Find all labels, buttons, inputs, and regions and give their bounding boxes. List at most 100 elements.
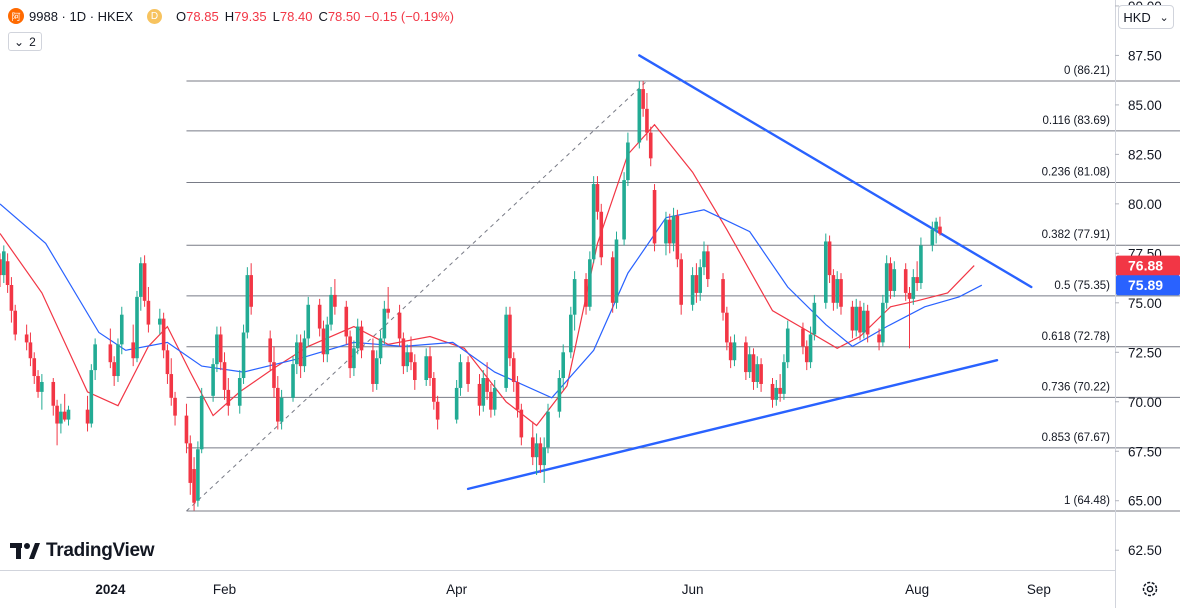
candle-body	[62, 411, 67, 420]
candle-body	[858, 306, 862, 333]
candle-body	[226, 389, 231, 406]
candle-body	[690, 275, 695, 305]
indicator-count: 2	[29, 34, 36, 49]
y-tick-label: 72.50	[1128, 345, 1162, 360]
candle-body	[679, 259, 683, 305]
candle-body	[561, 352, 566, 379]
candle-body	[648, 132, 653, 159]
candle-body	[694, 275, 699, 293]
y-tick-label: 62.50	[1128, 543, 1162, 558]
open-value: 78.85	[186, 8, 219, 24]
x-tick-label: Jun	[682, 582, 704, 597]
fib-level-label: 0.5 (75.35)	[1054, 280, 1110, 292]
candle-body	[241, 332, 246, 379]
candle-body	[652, 190, 657, 244]
candle-body	[359, 326, 364, 351]
candle-body	[454, 387, 459, 420]
candle-body	[751, 354, 756, 382]
fib-level-label: 0.116 (83.69)	[1042, 115, 1110, 127]
candle-body	[862, 310, 866, 333]
candle-body	[32, 358, 37, 377]
tradingview-logo: TradingView	[10, 540, 155, 562]
candle-body	[930, 229, 935, 246]
price-label-text: 76.88	[1128, 258, 1163, 274]
candle-body	[721, 279, 725, 313]
candle-body	[812, 302, 817, 335]
candle-body	[542, 447, 546, 466]
candle-body	[24, 334, 29, 343]
candle-body	[89, 370, 94, 424]
fib-level-label: 0.618 (72.78)	[1042, 331, 1111, 343]
tradingview-logo-icon	[10, 543, 40, 559]
x-tick-label: 2024	[95, 582, 126, 597]
fib-level-label: 0.736 (70.22)	[1042, 381, 1111, 393]
candle-body	[626, 142, 630, 181]
candle-body	[888, 263, 893, 291]
y-tick-label: 87.50	[1128, 48, 1162, 63]
candle-body	[911, 277, 916, 299]
x-tick-label: Apr	[446, 582, 468, 597]
candle-body	[519, 409, 524, 438]
close-label: C	[318, 8, 328, 24]
fib-level-label: 0.236 (81.08)	[1042, 166, 1111, 178]
candle-body	[622, 180, 626, 240]
price-label-badge	[1116, 255, 1180, 276]
candle-body	[325, 324, 330, 355]
candle-body	[36, 376, 40, 392]
candle-body	[645, 108, 649, 133]
candle-body	[839, 279, 843, 307]
candle-body	[489, 391, 493, 410]
candle-body	[667, 219, 672, 244]
candle-body	[139, 263, 143, 297]
fib-trend-line	[186, 80, 648, 512]
candle-body	[504, 314, 508, 388]
candle-body	[725, 312, 729, 343]
candle-body	[28, 342, 33, 359]
candle-body	[412, 362, 417, 380]
moving-average-line	[0, 123, 975, 427]
fib-level-label: 1 (64.48)	[1064, 495, 1110, 507]
candle-body	[477, 383, 482, 406]
symbol-legend[interactable]: 阿 9988 · 1D · HKEX D O 78.85 H 79.35 L 7…	[8, 6, 458, 26]
y-tick-label: 80.00	[1128, 197, 1162, 212]
candle-body	[85, 409, 90, 424]
candle-body	[245, 275, 250, 333]
settings-gear-icon[interactable]	[1141, 580, 1159, 598]
candle-body	[572, 279, 577, 315]
chevron-down-icon: ⌄	[14, 34, 25, 49]
candle-body	[584, 279, 588, 307]
trendlines[interactable]	[466, 54, 1033, 491]
low-value: 78.40	[279, 8, 313, 24]
candle-body	[184, 415, 189, 444]
candle-body	[93, 344, 97, 371]
candle-body	[298, 342, 303, 367]
candle-body	[591, 184, 596, 260]
candle-body	[40, 381, 44, 392]
candle-body	[854, 306, 859, 331]
candle-body	[823, 241, 828, 303]
candle-body	[199, 395, 204, 450]
candle-body	[401, 338, 406, 367]
candle-body	[424, 356, 429, 380]
close-value: 78.50	[327, 8, 361, 24]
currency-selector[interactable]: HKD ⌄	[1118, 5, 1174, 29]
candle-body	[534, 443, 539, 458]
fibonacci-retracement[interactable]: 0 (86.21) 0.116 (83.69) 0.236 (81.08) 0.382…	[186, 65, 1180, 512]
currency-label: HKD	[1123, 9, 1151, 25]
delayed-data-badge[interactable]: D	[147, 8, 163, 24]
candle-body	[161, 318, 166, 351]
candle-body	[538, 443, 543, 466]
y-tick-label: 70.00	[1128, 395, 1162, 410]
candle-body	[599, 211, 604, 258]
candle-body	[569, 314, 573, 353]
candle-body	[405, 352, 409, 367]
candle-body	[108, 344, 113, 363]
candle-body	[915, 277, 919, 284]
moving-averages	[0, 123, 983, 427]
candle-body	[295, 342, 299, 365]
candle-body	[637, 89, 642, 143]
indicators-toggle-button[interactable]: ⌄ 2	[8, 32, 42, 51]
candle-body	[515, 381, 520, 410]
